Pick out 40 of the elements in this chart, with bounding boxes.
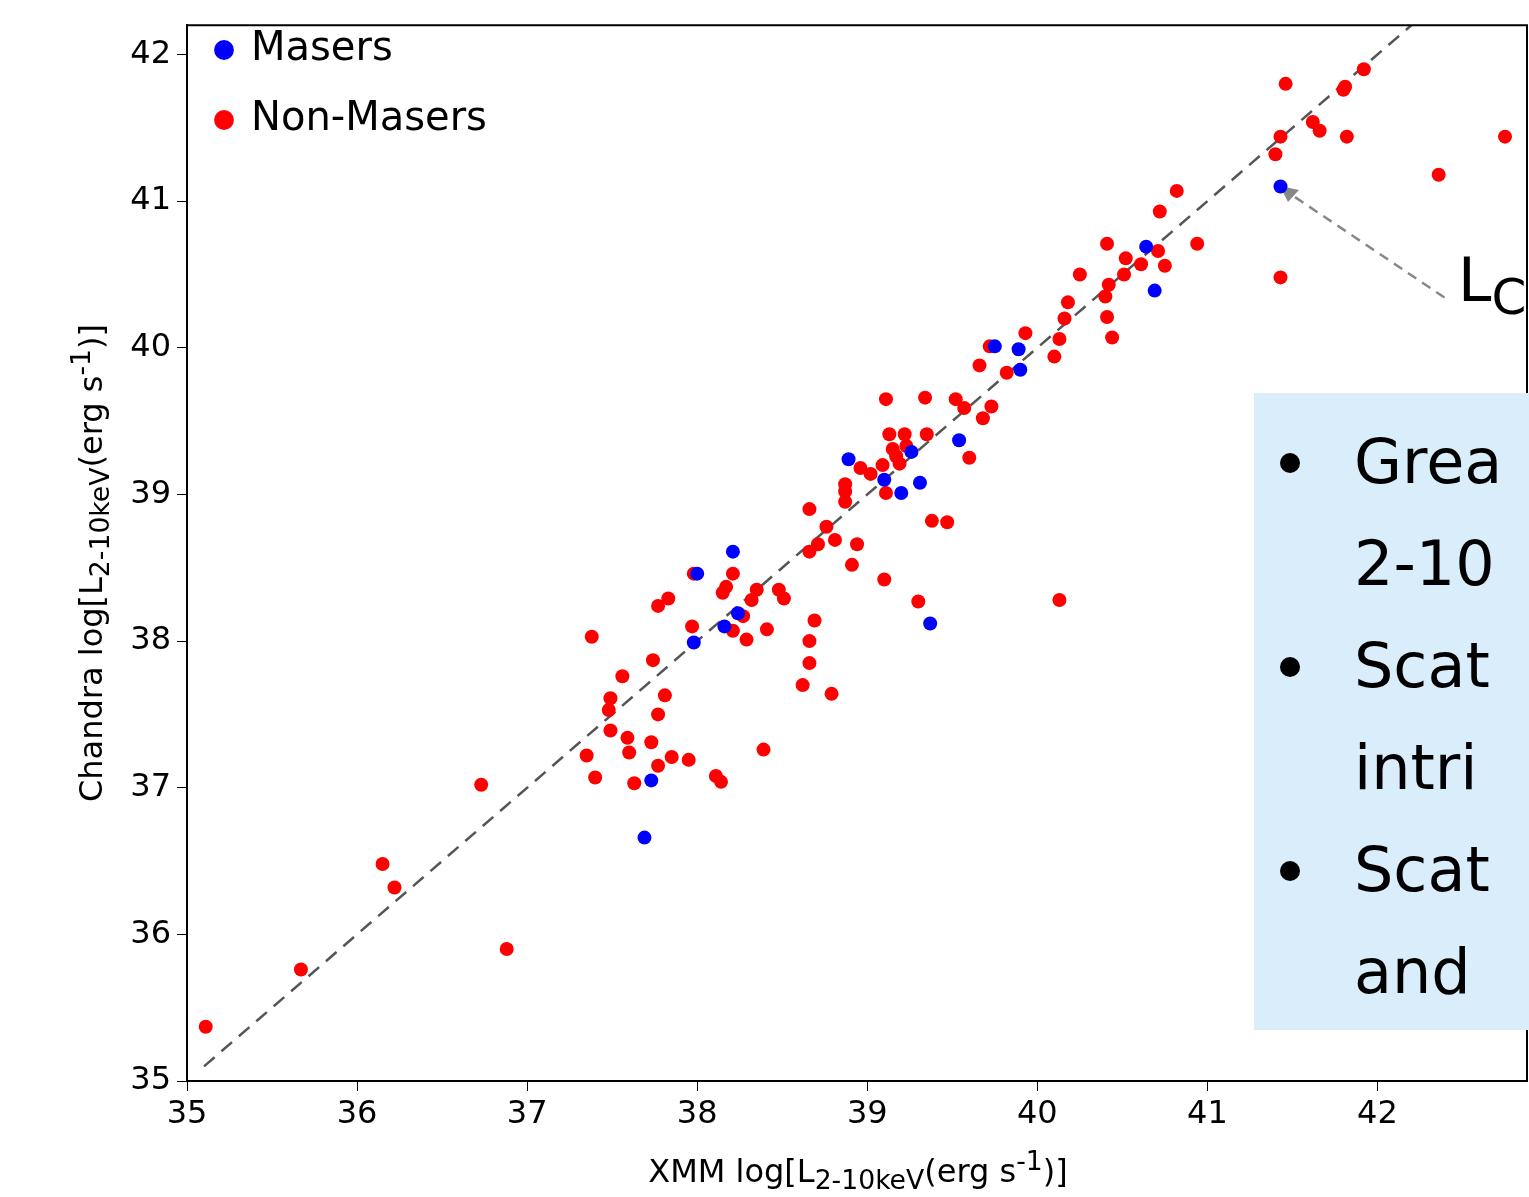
point <box>637 830 652 845</box>
annotation: Grea 2-10 <box>1354 425 1503 600</box>
point <box>717 619 732 634</box>
point <box>725 544 740 559</box>
x-tick-label: 37 <box>506 1092 548 1131</box>
x-tick-label: 40 <box>1016 1092 1058 1131</box>
point <box>904 444 919 459</box>
annotation: L$_{C}$ <box>1458 245 1527 326</box>
point <box>877 472 892 487</box>
point <box>1147 283 1162 298</box>
point <box>690 566 705 581</box>
x-tick-label: 39 <box>846 1092 888 1131</box>
annotation: Scat and <box>1354 833 1490 1008</box>
point <box>644 773 659 788</box>
point <box>952 433 967 448</box>
legend-label: Masers <box>251 23 393 70</box>
point <box>894 485 909 500</box>
point <box>686 635 701 650</box>
x-axis-title: XMM log[L$_{2-10keV}$(erg s$^{-1}$)] <box>647 1145 1069 1196</box>
x-tick-label: 38 <box>676 1092 718 1131</box>
x-tick-label: 36 <box>336 1092 378 1131</box>
y-tick-label: 39 <box>130 472 171 511</box>
point <box>912 475 927 490</box>
annotation: Scat intri <box>1354 629 1490 804</box>
point <box>731 606 746 621</box>
point <box>841 452 856 467</box>
x-tick-label: 41 <box>1187 1092 1228 1131</box>
point <box>1139 239 1154 254</box>
point <box>1013 362 1028 377</box>
y-tick-label: 41 <box>130 179 171 218</box>
legend-label: Non-Masers <box>251 93 487 140</box>
x-tick-label: 42 <box>1357 1092 1398 1131</box>
point <box>1011 342 1026 357</box>
y-tick-label: 37 <box>130 766 171 805</box>
y-tick-label: 40 <box>130 326 171 365</box>
point <box>987 339 1002 354</box>
y-tick-label: 38 <box>130 619 171 658</box>
point <box>923 616 938 631</box>
y-tick-label: 42 <box>130 32 171 71</box>
y-tick-label: 36 <box>130 912 171 951</box>
